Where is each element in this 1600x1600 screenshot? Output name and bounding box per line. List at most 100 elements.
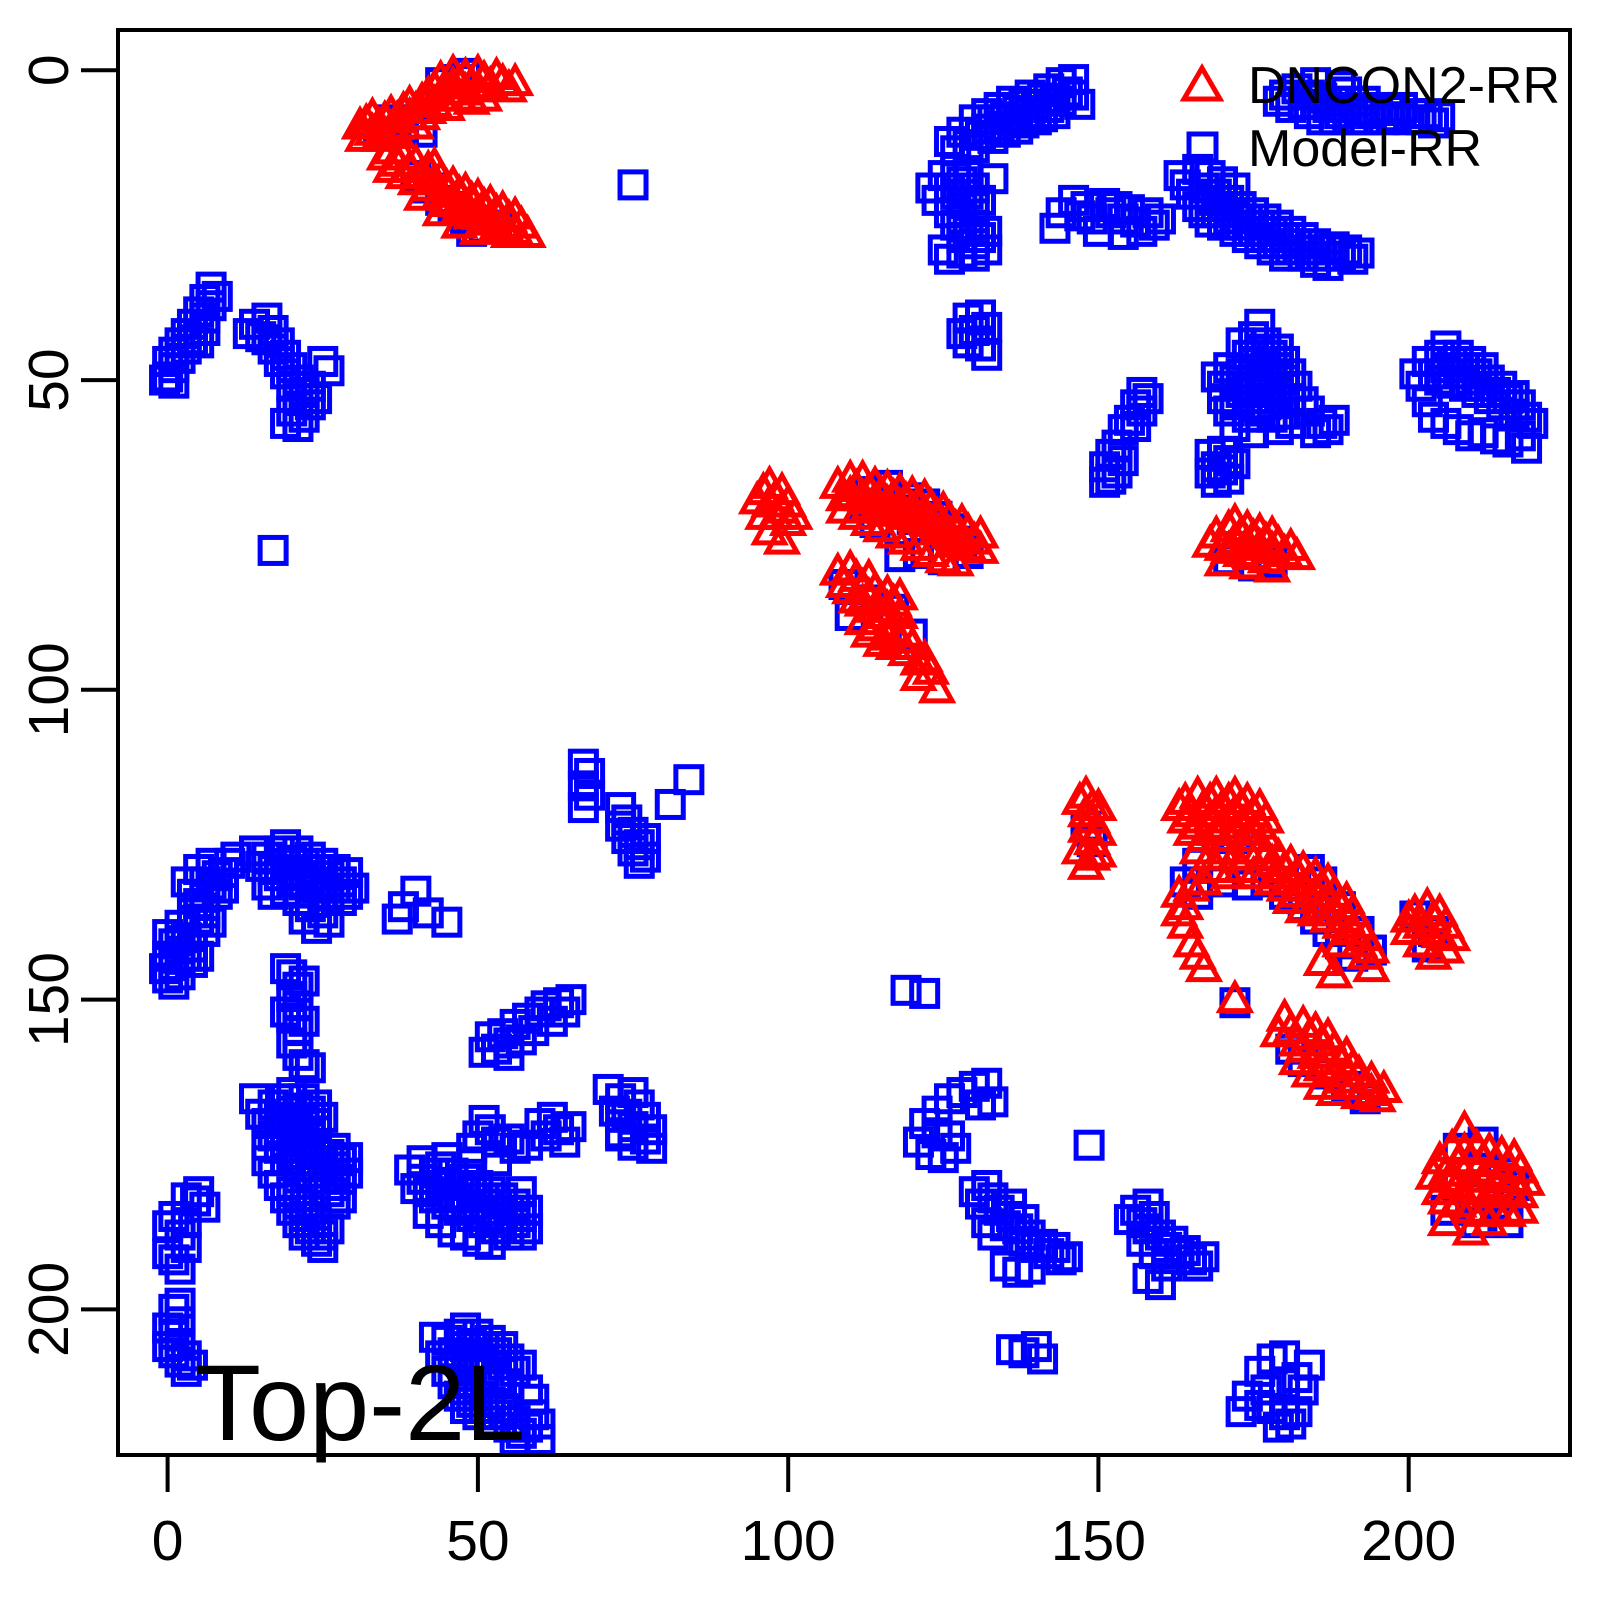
- data-point-model-rr: [1051, 1241, 1083, 1273]
- x-tick-label-150: 150: [1051, 1509, 1146, 1573]
- data-point-dncon2-rr: [1246, 798, 1286, 834]
- y-tick-label-0: 0: [17, 54, 81, 86]
- data-point-model-rr: [654, 788, 686, 820]
- data-point-model-rr: [555, 1111, 587, 1143]
- y-tick-label-200: 200: [17, 1262, 81, 1357]
- data-point-model-rr: [170, 1231, 202, 1263]
- data-point-model-rr: [1126, 376, 1158, 408]
- data-point-model-rr: [1424, 101, 1456, 133]
- data-point-model-rr: [257, 534, 289, 566]
- data-point-model-rr: [412, 897, 444, 929]
- data-point-model-rr: [1337, 243, 1369, 275]
- data-point-model-rr: [180, 1185, 212, 1217]
- data-point-model-rr: [1045, 1244, 1077, 1276]
- data-point-dncon2-rr: [762, 519, 802, 555]
- data-point-model-rr: [288, 1005, 320, 1037]
- data-point-model-rr: [201, 878, 233, 910]
- x-tick-label-100: 100: [741, 1509, 836, 1573]
- y-axis: 0 50 100 150 200: [17, 54, 118, 1357]
- data-point-model-rr: [307, 1231, 339, 1263]
- data-point-model-rr: [189, 915, 221, 947]
- legend-triangle-icon: [1179, 63, 1225, 102]
- data-point-dncon2-rr: [1072, 835, 1112, 871]
- data-point-dncon2-rr: [824, 476, 864, 512]
- data-point-dncon2-rr: [1389, 910, 1428, 945]
- data-point-dncon2-rr: [880, 575, 920, 611]
- data-point-model-rr: [636, 1132, 668, 1164]
- data-point-dncon2-rr: [1507, 1161, 1546, 1196]
- data-point-model-rr: [189, 1191, 221, 1223]
- data-point-model-rr: [431, 906, 463, 938]
- data-point-model-rr: [890, 974, 922, 1006]
- data-point-model-rr: [965, 330, 997, 362]
- data-point-model-rr: [971, 215, 1003, 247]
- data-point-model-rr: [617, 169, 649, 201]
- data-point-model-rr: [1138, 1200, 1170, 1232]
- data-point-dncon2-rr: [1501, 1189, 1540, 1224]
- data-point-model-rr: [1144, 1269, 1176, 1301]
- data-point-model-rr: [673, 764, 705, 796]
- data-point-dncon2-rr: [1302, 941, 1342, 976]
- data-point-model-rr: [332, 878, 364, 910]
- data-point-model-rr: [1132, 383, 1164, 415]
- data-point-model-rr: [524, 1424, 556, 1456]
- data-point-model-rr: [512, 1213, 544, 1245]
- data-point-model-rr: [1188, 1241, 1220, 1273]
- y-tick-label-100: 100: [17, 642, 81, 737]
- data-point-model-rr: [1250, 1374, 1282, 1406]
- x-tick-label-50: 50: [446, 1509, 509, 1573]
- data-point-model-rr: [338, 872, 370, 904]
- y-tick-label-50: 50: [17, 348, 81, 411]
- data-point-model-rr: [164, 1287, 196, 1319]
- data-point-model-rr: [176, 946, 208, 978]
- data-point-model-rr: [1058, 79, 1090, 111]
- data-point-dncon2-rr: [1414, 935, 1453, 970]
- data-point-dncon2-rr: [1277, 535, 1317, 571]
- data-point-dncon2-rr: [1209, 854, 1248, 890]
- data-point-model-rr: [1281, 1396, 1313, 1428]
- data-point-model-rr: [505, 1176, 537, 1208]
- data-point-model-rr: [307, 1101, 339, 1133]
- data-point-model-rr: [195, 290, 227, 322]
- data-point-model-rr: [909, 977, 941, 1009]
- data-point-model-rr: [555, 984, 587, 1016]
- data-point-dncon2-rr: [508, 213, 547, 248]
- data-point-model-rr: [307, 345, 339, 377]
- data-point-model-rr: [971, 1067, 1003, 1099]
- data-point-model-rr: [977, 1086, 1009, 1118]
- data-point-model-rr: [288, 965, 320, 997]
- data-point-model-rr: [1511, 401, 1543, 433]
- data-point-model-rr: [1144, 203, 1176, 235]
- data-point-dncon2-rr: [961, 513, 1000, 549]
- legend-label-dncon2-rr: DNCON2-RR: [1248, 57, 1560, 115]
- data-point-model-rr: [574, 779, 606, 811]
- data-point-model-rr: [971, 339, 1003, 371]
- data-point-dncon2-rr: [1184, 947, 1224, 983]
- legend: DNCON2-RR Model-RR: [1179, 57, 1560, 178]
- data-point-dncon2-rr: [1166, 885, 1205, 921]
- legend-label-model-rr: Model-RR: [1248, 120, 1482, 178]
- data-points-layer: [149, 52, 1549, 1456]
- data-point-model-rr: [170, 1355, 202, 1387]
- data-point-model-rr: [282, 971, 314, 1003]
- data-point-model-rr: [629, 823, 661, 855]
- data-point-model-rr: [201, 280, 233, 312]
- data-point-model-rr: [176, 1349, 208, 1381]
- data-point-model-rr: [294, 1052, 326, 1084]
- data-point-dncon2-rr: [1246, 817, 1286, 853]
- data-point-dncon2-rr: [1364, 1068, 1404, 1103]
- data-point-model-rr: [481, 1145, 513, 1177]
- data-point-model-rr: [1182, 1250, 1214, 1282]
- data-point-model-rr: [629, 1123, 661, 1155]
- data-point-dncon2-rr: [899, 656, 938, 691]
- data-point-model-rr: [1312, 414, 1344, 446]
- data-point-model-rr: [1517, 407, 1549, 439]
- data-point-model-rr: [512, 1194, 544, 1226]
- plot-border: [116, 28, 1572, 1457]
- data-point-model-rr: [629, 841, 661, 873]
- data-point-dncon2-rr: [917, 668, 957, 704]
- data-point-model-rr: [971, 234, 1003, 266]
- x-axis: 0 50 100 150 200: [152, 1455, 1456, 1573]
- data-point-model-rr: [574, 757, 606, 789]
